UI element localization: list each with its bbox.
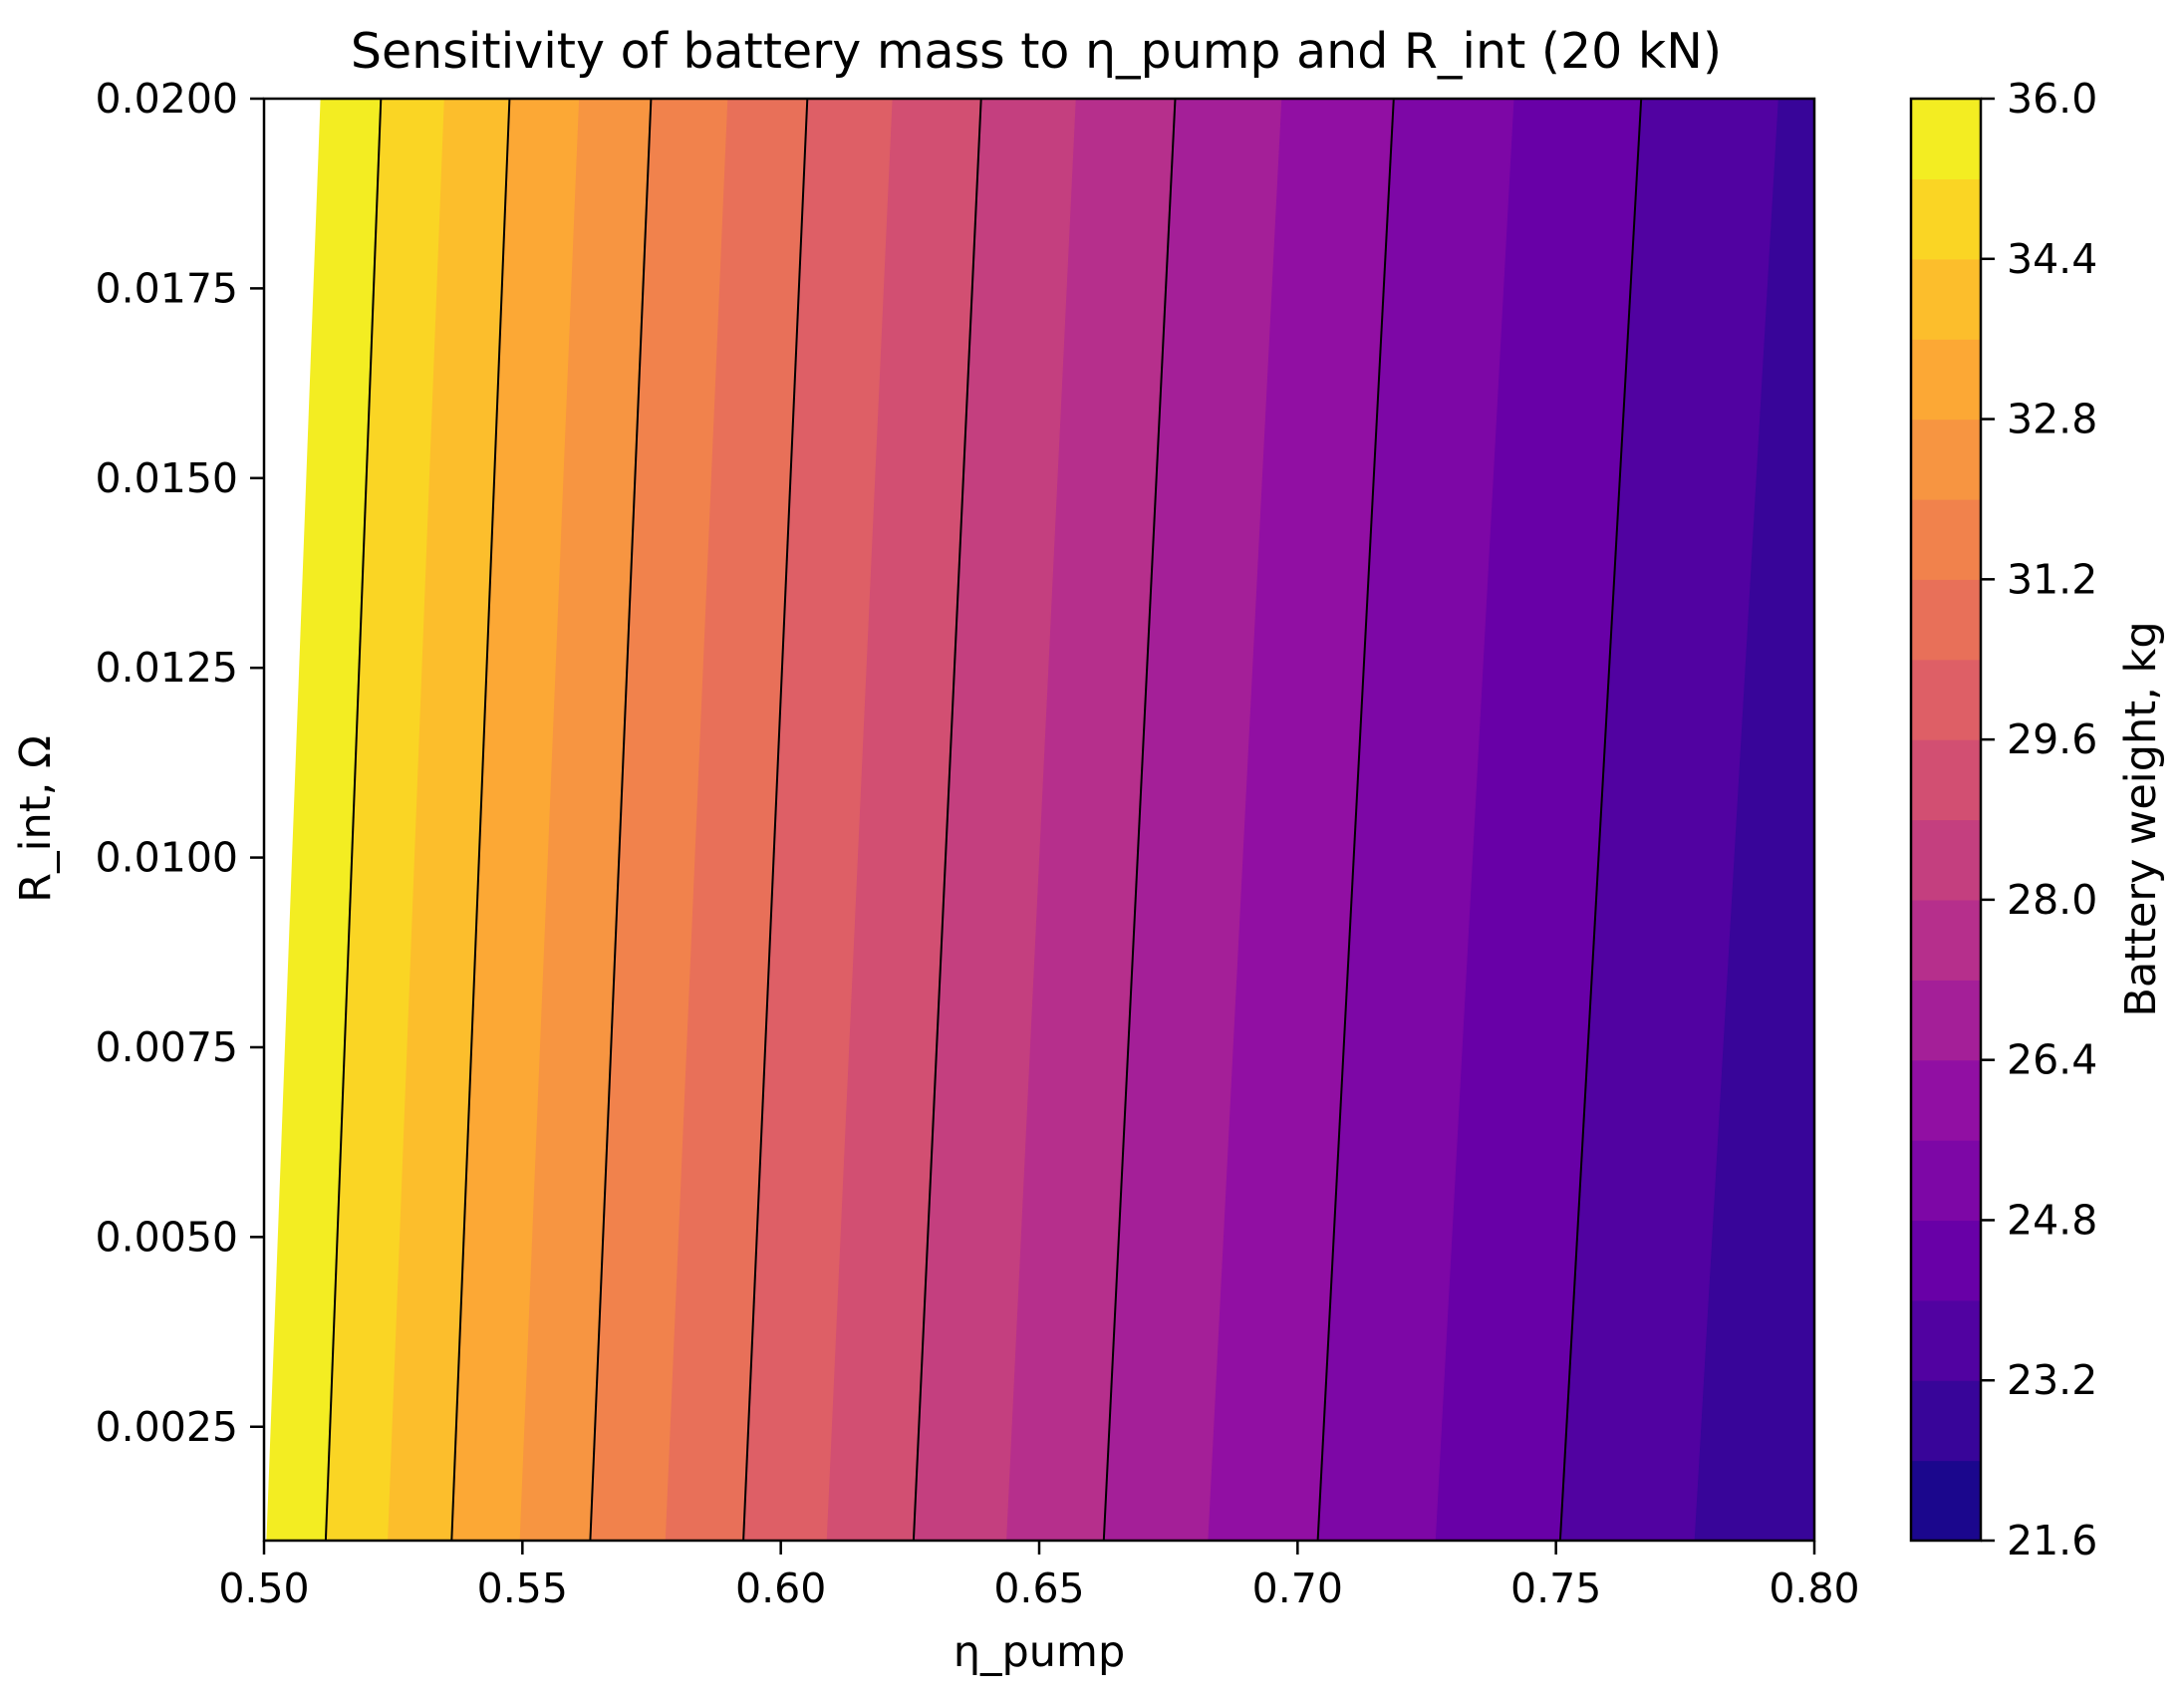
colorbar-segment	[1911, 739, 1981, 821]
x-tick-label: 0.80	[1769, 1564, 1859, 1612]
contour-line	[1316, 98, 1395, 1542]
colorbar-tick-label: 32.8	[2007, 396, 2097, 443]
contour-line	[1558, 98, 1643, 1542]
x-axis: 0.50 0.55 0.60 0.65 0.70 0.75 0.80	[218, 1541, 1860, 1612]
contour-line	[589, 98, 653, 1542]
y-tick-label: 0.0100	[96, 834, 238, 882]
y-tick-label: 0.0150	[96, 454, 238, 502]
colorbar-segment	[1911, 99, 1981, 179]
colorbar-segment	[1911, 178, 1981, 260]
y-tick-label: 0.0050	[96, 1213, 238, 1261]
colorbar-segment	[1911, 498, 1981, 580]
contour-line	[450, 98, 511, 1542]
contour-plot-area	[266, 98, 1815, 1542]
colorbar-segment	[1911, 980, 1981, 1061]
contour-lines	[324, 98, 1643, 1542]
contour-line	[324, 98, 383, 1542]
contour-line	[1102, 98, 1177, 1542]
colorbar-segment	[1911, 258, 1981, 340]
colorbar	[1911, 99, 1981, 1542]
x-tick-label: 0.60	[735, 1564, 826, 1612]
colorbar-segment	[1911, 419, 1981, 500]
y-tick-label: 0.0025	[96, 1403, 238, 1451]
colorbar-segment	[1911, 579, 1981, 661]
y-axis-label: R_int, Ω	[11, 735, 61, 903]
colorbar-tick-label: 36.0	[2007, 75, 2097, 123]
colorbar-segment	[1911, 1299, 1981, 1381]
colorbar-segment	[1911, 339, 1981, 421]
colorbar-tick-label: 28.0	[2007, 876, 2097, 924]
colorbar-label: Battery weight, kg	[2116, 621, 2166, 1016]
colorbar-tick-label: 34.4	[2007, 235, 2097, 283]
colorbar-tick-label: 23.2	[2007, 1356, 2097, 1404]
colorbar-segment	[1911, 1460, 1981, 1542]
x-axis-label: η_pump	[954, 1627, 1125, 1677]
y-tick-label: 0.0175	[96, 264, 238, 312]
x-tick-label: 0.50	[218, 1564, 309, 1612]
colorbar-segment	[1911, 1380, 1981, 1462]
y-tick-label: 0.0200	[96, 75, 238, 123]
contour-line	[912, 98, 982, 1542]
colorbar-tick-label: 24.8	[2007, 1196, 2097, 1244]
contour-line	[742, 98, 809, 1542]
y-axis: 0.0025 0.0050 0.0075 0.0100 0.0125 0.0150 0.01…	[96, 75, 264, 1451]
colorbar-segment	[1911, 1220, 1981, 1301]
chart-title: Sensitivity of battery mass to η_pump an…	[351, 23, 1722, 80]
colorbar-tick-label: 29.6	[2007, 715, 2097, 763]
colorbar-tick-label: 21.6	[2007, 1517, 2097, 1564]
colorbar-axis: 21.6 23.2 24.8 26.4 28.0 29.6 31.2 32.8 34.4 36.0	[1981, 75, 2097, 1564]
colorbar-segment	[1911, 899, 1981, 981]
colorbar-segment	[1911, 1140, 1981, 1222]
x-tick-label: 0.75	[1510, 1564, 1601, 1612]
colorbar-segment	[1911, 1059, 1981, 1141]
x-tick-label: 0.70	[1252, 1564, 1343, 1612]
x-tick-label: 0.55	[477, 1564, 568, 1612]
colorbar-frame	[1909, 97, 1983, 1543]
y-tick-label: 0.0075	[96, 1023, 238, 1071]
colorbar-tick-label: 31.2	[2007, 555, 2097, 603]
y-tick-label: 0.0125	[96, 644, 238, 692]
x-tick-label: 0.65	[993, 1564, 1084, 1612]
colorbar-segment	[1911, 659, 1981, 740]
colorbar-tick-label: 26.4	[2007, 1036, 2097, 1084]
colorbar-segment	[1911, 819, 1981, 901]
